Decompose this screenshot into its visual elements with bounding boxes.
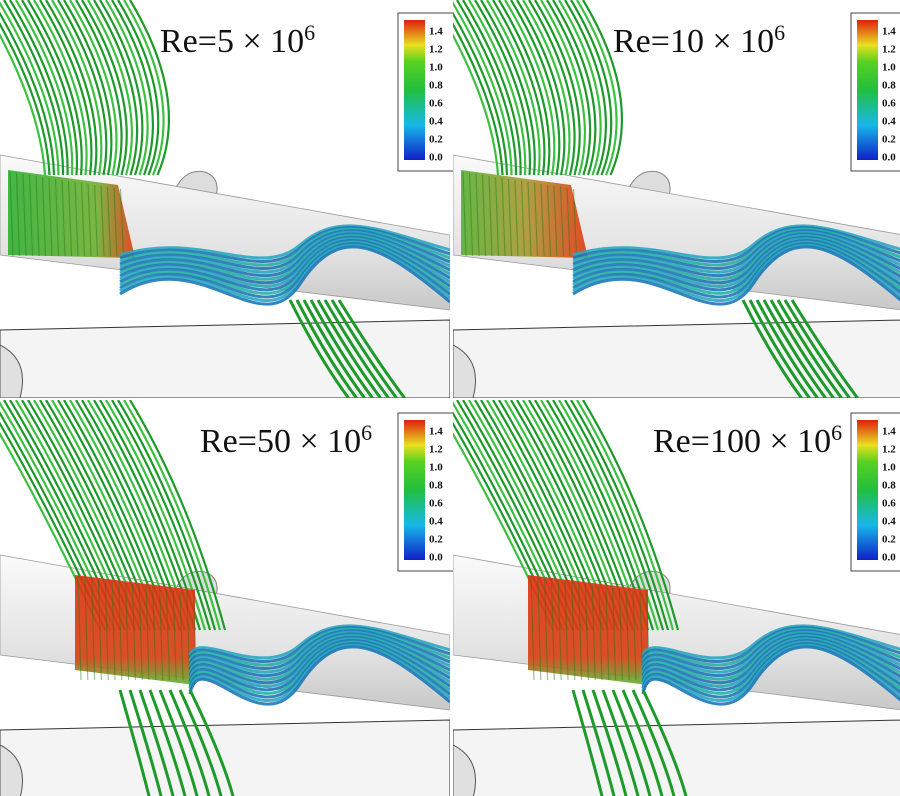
colorbar-label: 0.4 — [882, 516, 896, 528]
colorbar — [857, 20, 878, 160]
panel-title: Re=50 × 106 — [200, 420, 372, 460]
colorbar-label: 0.0 — [429, 552, 443, 564]
colorbar-label: 0.2 — [429, 134, 443, 146]
colorbar-label: 0.8 — [429, 480, 443, 492]
colorbar-label: 1.0 — [429, 462, 443, 474]
colorbar-label: 1.4 — [882, 26, 896, 38]
title-exponent: 6 — [304, 20, 315, 45]
title-base: Re=50 × 10 — [200, 423, 361, 460]
colorbar-label: 0.6 — [882, 498, 896, 510]
colorbar-label: 0.0 — [429, 152, 443, 164]
scene — [433, 0, 900, 400]
title-exponent: 6 — [774, 20, 785, 45]
figure: Re=5 × 1061.41.21.00.80.60.40.20.0Re=10 … — [0, 0, 900, 796]
colorbar — [857, 420, 878, 560]
colorbar-label: 0.8 — [429, 80, 443, 92]
colorbar-label: 0.8 — [882, 480, 896, 492]
colorbar-label: 0.6 — [882, 98, 896, 110]
colorbar-label: 1.0 — [429, 62, 443, 74]
colorbar-label: 0.2 — [429, 534, 443, 546]
title-base: Re=10 × 10 — [613, 23, 774, 60]
panel-title: Re=5 × 106 — [160, 20, 315, 60]
colorbar-label: 1.2 — [429, 444, 443, 456]
colorbar-label: 1.0 — [882, 462, 896, 474]
colorbar-label: 0.2 — [882, 134, 896, 146]
plate — [0, 320, 450, 398]
colorbar-label: 1.0 — [882, 62, 896, 74]
colorbar-label: 1.2 — [882, 44, 896, 56]
panel: Re=5 × 106 1.4 1.2 1.0 0.8 0.6 0.4 0.2 0.0 — [0, 0, 454, 400]
colorbar-label: 0.0 — [882, 152, 896, 164]
colorbar-label: 1.2 — [429, 44, 443, 56]
title-base: Re=100 × 10 — [653, 423, 831, 460]
colorbar-label: 0.2 — [882, 534, 896, 546]
colorbar — [404, 420, 425, 560]
title-exponent: 6 — [361, 420, 372, 445]
colorbar-label: 0.8 — [882, 80, 896, 92]
colorbar-label: 1.2 — [882, 444, 896, 456]
colorbar-label: 0.6 — [429, 498, 443, 510]
panel-title: Re=10 × 106 — [613, 20, 785, 60]
colorbar-label: 0.4 — [882, 116, 896, 128]
colorbar-label: 0.0 — [882, 552, 896, 564]
panel: Re=50 × 106 1.4 1.2 1.0 0.8 0.6 0.4 0.2 0.0 — [0, 400, 454, 796]
title-exponent: 6 — [831, 420, 842, 445]
plate — [453, 720, 900, 796]
scene — [0, 0, 450, 400]
colorbar-label: 1.4 — [429, 426, 443, 438]
colorbar-label: 0.4 — [429, 516, 443, 528]
panel: Re=100 × 106 1.4 1.2 1.0 0.8 0.6 0.4 0.2 0.0 — [433, 400, 900, 796]
panel-title: Re=100 × 106 — [653, 420, 842, 460]
title-base: Re=5 × 10 — [160, 23, 304, 60]
colorbar-label: 1.4 — [429, 26, 443, 38]
colorbar — [404, 20, 425, 160]
colorbar-label: 0.6 — [429, 98, 443, 110]
colorbar-label: 0.4 — [429, 116, 443, 128]
plate — [0, 720, 450, 796]
panel: Re=10 × 106 1.4 1.2 1.0 0.8 0.6 0.4 0.2 0.0 — [433, 0, 900, 400]
colorbar-label: 1.4 — [882, 426, 896, 438]
